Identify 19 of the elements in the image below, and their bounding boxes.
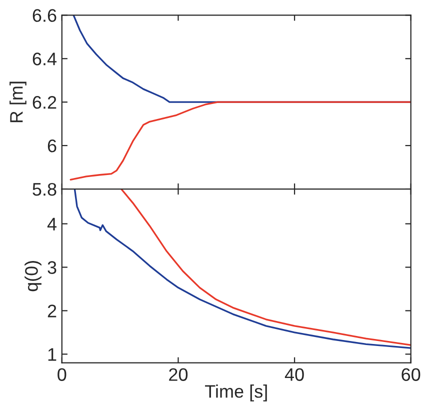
y-axis-title: R [m]	[10, 82, 26, 122]
y-tick-label: 6.2	[32, 96, 56, 109]
y-tick-label: 2	[48, 304, 56, 318]
y-tick-label: 6.6	[32, 9, 56, 22]
x-axis-title: Time [s]	[205, 384, 267, 402]
line-series	[74, 189, 411, 349]
x-tick-label: 60	[402, 368, 420, 381]
y-tick-label: 5.8	[32, 182, 56, 196]
y-tick-label: 1	[48, 348, 56, 361]
line-series	[120, 189, 411, 346]
x-tick-label: 40	[284, 368, 304, 381]
y-tick-label: 4	[47, 218, 57, 230]
y-axis-title: q(0)	[24, 260, 42, 292]
x-tick-label: 20	[169, 368, 188, 381]
y-tick-label: 6.4	[32, 52, 57, 66]
line-series	[70, 101, 411, 180]
x-tick-label: 0	[58, 368, 66, 381]
y-tick-label: 3	[48, 261, 56, 274]
y-tick-label: 6	[48, 139, 56, 152]
